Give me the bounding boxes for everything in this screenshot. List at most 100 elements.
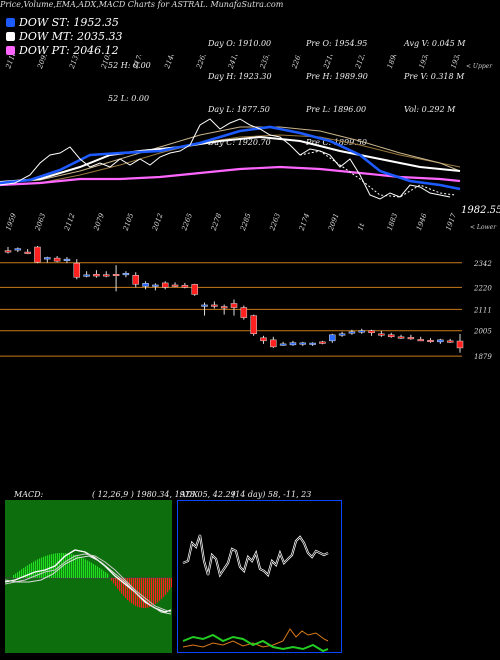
price-line [0,118,451,200]
macd-bar [57,553,59,578]
candle-body [250,315,257,335]
stat-prev-close: Pre C: 1899.50 [306,138,367,147]
candle-body [260,337,267,342]
macd-bar [169,578,171,590]
macd-panel [4,500,173,653]
candle-body [427,339,434,342]
top-price-label: 2263 [195,55,209,71]
macd-bar [167,578,169,593]
candle-body [73,262,81,278]
macd-params: ( 12,26,9 ) 1980.34, 1973.05, 42.29 [92,490,236,499]
bottom-price-label: 2012 [151,212,165,233]
candle-body [417,339,424,342]
adx-line-inner [182,534,329,576]
macd-bar [145,578,147,608]
candle-body [279,343,287,346]
bottom-price-label: 2278 [209,212,223,233]
macd-bar [41,557,43,578]
macd-bar [31,562,33,578]
adx-chart [182,534,329,653]
top-price-label: 2103 [99,55,113,71]
macd-bar [95,565,97,578]
candle-body [407,337,415,340]
bottom-price-label: 2265 [180,212,194,233]
macd-bar [101,569,103,578]
candle-body [338,333,346,336]
macd-bar [113,578,115,584]
macd-bar [165,578,167,595]
macd-bar [121,578,123,594]
macd-bar [79,556,81,578]
stat-52-low: 52 L: 0.00 [108,94,150,103]
macd-line-c [4,555,172,615]
bottom-price-label: 1t [356,222,366,232]
macd-bar [151,578,153,607]
candle-body [378,333,385,336]
candle-body [181,285,189,288]
macd-bar [49,554,51,578]
candle-body [211,304,218,307]
bottom-price-label: 1946 [415,212,429,232]
candle-body [270,339,277,348]
level-label: 2342 [473,260,492,268]
top-price-label: 1890 [386,55,400,70]
bottom-price-label: 2263 [268,212,282,233]
candle-body [368,330,375,334]
macd-bar [67,553,69,578]
top-price-labels: 2118 2099 2131 2103 2174 2146 2263 2418 2359 2267… [4,55,463,71]
adx-params: (14 day) 58, -11, 23 [232,490,312,499]
candle-body [171,284,179,287]
stat-day-high: Day H: 1923.30 [208,72,272,81]
macd-label: MACD: [14,490,44,499]
macd-bar [19,570,21,578]
macd-bar [161,578,163,599]
top-price-label: 2359 [258,55,272,71]
candle-body [397,336,405,339]
level-label: 2220 [473,284,492,292]
macd-bar [163,578,165,597]
stats-col-52w: 52 H: 0.00 52 L: 0.00 [108,16,151,115]
macd-bar [39,558,41,578]
legend-label-mt: DOW MT: 2035.33 [19,30,123,43]
ema-long-line-3 [0,126,461,184]
candle-body [456,340,464,349]
candle-body [152,284,159,287]
macd-bar [59,553,61,578]
macd-bar [33,561,35,578]
level-label: 2005 [473,328,492,336]
bottom-price-label: 2112 [63,212,77,233]
macd-bar [103,570,105,578]
candle-body [132,275,139,285]
ema-panel: 2118 2099 2131 2103 2174 2146 2263 2418 2359 2267… [0,55,500,233]
top-price-label: 2131 [68,55,82,71]
bottom-price-label: 2105 [121,212,135,233]
bottom-price-label: 1917 [444,212,458,232]
upper-tag: < Upper [466,63,493,70]
legend-dow-st: DOW ST: 1952.35 [6,16,119,29]
bottom-price-label: 1959 [4,212,18,232]
macd-bar [51,554,53,578]
di-plus-line [182,633,329,653]
macd-bar [43,556,45,578]
top-price-label: 2267 [290,55,304,71]
macd-bar [97,566,99,578]
macd-bar [69,553,71,578]
ema-long-line-4 [0,134,461,186]
legend-label-st: DOW ST: 1952.35 [19,16,119,29]
macd-bar [149,578,151,608]
macd-bar [75,555,77,578]
macd-bar [129,578,131,602]
macd-bar [73,554,75,578]
macd-bar [83,558,85,578]
lower-tag: < Lower [470,224,497,231]
stats-col-prev: Pre O: 1954.95 Pre H: 1989.90 Pre L: 189… [306,16,368,159]
macd-bar [37,559,39,578]
stat-prev-low: Pre L: 1896.00 [306,105,367,114]
macd-bar [147,578,149,608]
price-dotted-line [299,150,456,198]
macd-bar [71,554,73,578]
stat-day-open: Day O: 1910.00 [208,39,272,48]
macd-bar [17,572,19,578]
macd-bar [155,578,157,604]
last-price-label: 1982.55 [461,205,500,216]
